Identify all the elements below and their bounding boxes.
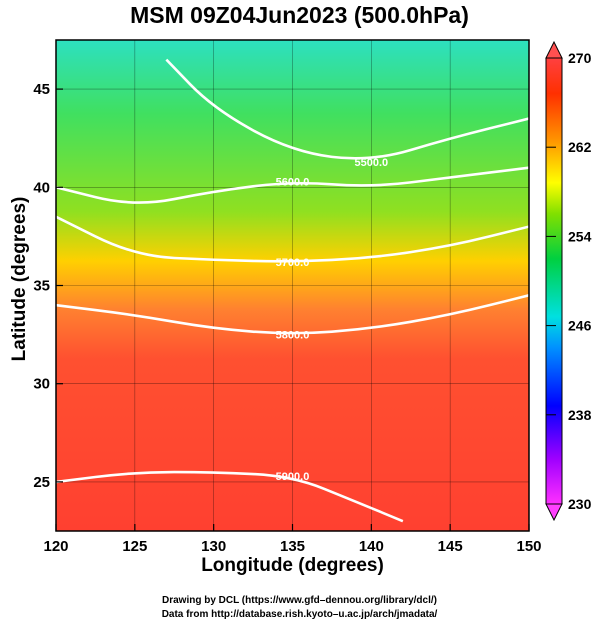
credit-data: Data from http://database.rish.kyoto–u.a… xyxy=(161,609,438,620)
colorbar-tick-label: 238 xyxy=(568,407,592,423)
x-axis-ticks: 120 125 130 135 140 145 150 xyxy=(43,524,542,555)
colorbar-tick-label: 254 xyxy=(568,228,592,244)
colorbar: 230 238 246 254 262 270 xyxy=(545,40,592,522)
y-axis-ticks: 25 30 35 40 45 xyxy=(33,81,63,491)
colorbar-bottom-arrow xyxy=(545,503,563,522)
x-tick-label: 140 xyxy=(359,538,384,555)
colorbar-tick-label: 246 xyxy=(568,318,592,334)
y-tick-label: 40 xyxy=(33,179,50,196)
chart-title: MSM 09Z04Jun2023 (500.0hPa) xyxy=(130,2,469,28)
temperature-field xyxy=(56,40,529,531)
credit-drawing: Drawing by DCL (https://www.gfd–dennou.o… xyxy=(161,595,437,606)
y-tick-label: 35 xyxy=(33,278,50,295)
contour-label: 5500.0 xyxy=(355,157,389,169)
contour-label: 5600.0 xyxy=(276,176,310,188)
x-tick-label: 145 xyxy=(438,538,463,555)
colorbar-top-arrow xyxy=(545,40,563,59)
x-tick-label: 120 xyxy=(43,538,68,555)
y-axis-label: Latitude (degrees) xyxy=(9,196,30,362)
y-tick-label: 45 xyxy=(33,81,50,98)
contour-line xyxy=(56,166,529,204)
x-axis-label: Longitude (degrees) xyxy=(201,555,384,576)
colorbar-ticks: 230 238 246 254 262 270 xyxy=(546,50,592,512)
credits: Drawing by DCL (https://www.gfd–dennou.o… xyxy=(0,594,599,622)
gridlines xyxy=(56,40,529,531)
colorbar-tick-label: 262 xyxy=(568,139,592,155)
contour-line xyxy=(56,470,404,523)
x-tick-label: 150 xyxy=(516,538,541,555)
contour-label: 5800.0 xyxy=(276,330,310,342)
contour-line xyxy=(56,294,529,335)
y-tick-label: 30 xyxy=(33,376,50,393)
x-tick-label: 125 xyxy=(122,538,147,555)
x-tick-label: 135 xyxy=(280,538,305,555)
contour-label: 5700.0 xyxy=(276,257,310,269)
y-tick-label: 25 xyxy=(33,474,50,491)
contour-label: 5900.0 xyxy=(276,471,310,483)
geopotential-contours: 5500.0 5600.0 5700.0 5800.0 5900.0 xyxy=(56,58,529,523)
colorbar-tick-label: 230 xyxy=(568,496,592,512)
x-tick-label: 130 xyxy=(201,538,226,555)
colorbar-ramp xyxy=(545,57,563,505)
colorbar-tick-label: 270 xyxy=(568,50,592,66)
contour-line xyxy=(56,215,529,263)
contour-line xyxy=(165,58,529,160)
